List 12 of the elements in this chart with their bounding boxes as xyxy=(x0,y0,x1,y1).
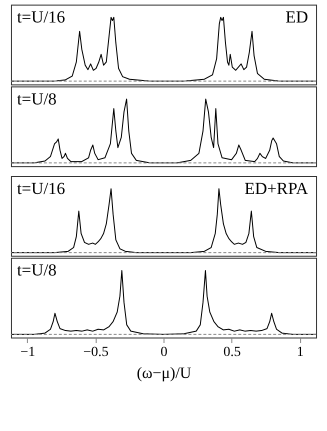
x-axis-title: (ω−μ)/U xyxy=(136,364,192,382)
annotation: t=U/8 xyxy=(16,89,57,108)
annotation: t=U/8 xyxy=(16,260,57,280)
x-tick-label: −1 xyxy=(20,345,36,360)
x-tick-label: −0.5 xyxy=(83,345,109,360)
x-tick-label: 0.5 xyxy=(223,345,241,360)
x-tick-label: 1 xyxy=(296,345,304,360)
annotation: t=U/16 xyxy=(16,178,66,198)
x-tick-label: 0 xyxy=(160,345,168,360)
annotation: ED xyxy=(285,8,308,27)
annotation: ED+RPA xyxy=(244,178,309,198)
annotation: t=U/16 xyxy=(16,8,66,27)
